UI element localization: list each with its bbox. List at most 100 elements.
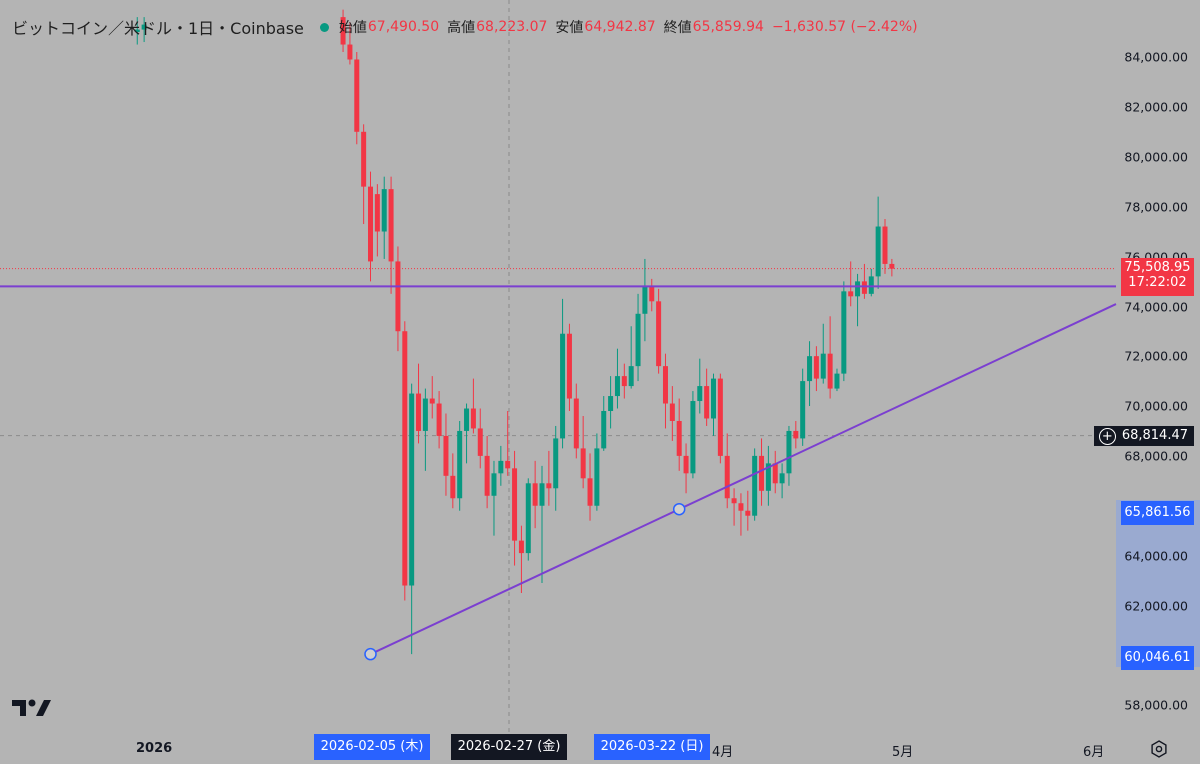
range-high-tag: 65,861.56	[1121, 501, 1194, 525]
candle-body[interactable]	[553, 438, 559, 489]
candle-body[interactable]	[477, 428, 483, 456]
candle-body[interactable]	[628, 366, 634, 387]
close-label: 終値	[663, 20, 692, 36]
candle-body[interactable]	[875, 226, 881, 277]
candle-body[interactable]	[834, 373, 840, 389]
trend-line[interactable]	[370, 303, 1117, 656]
candle-body[interactable]	[697, 386, 703, 402]
crosshair-price-tag: + 68,814.47	[1094, 426, 1194, 446]
candle-body[interactable]	[546, 483, 552, 489]
candle-body[interactable]	[340, 17, 346, 45]
candle-body[interactable]	[683, 455, 689, 474]
candle-body[interactable]	[450, 475, 456, 499]
candle-body[interactable]	[841, 291, 847, 374]
candle-body[interactable]	[772, 463, 778, 484]
candle-body[interactable]	[368, 186, 373, 262]
candle-body[interactable]	[765, 463, 771, 491]
range-low-tag: 60,046.61	[1121, 646, 1194, 670]
candle-body[interactable]	[779, 473, 785, 484]
trend-line-anchor-start[interactable]	[364, 647, 377, 661]
candle-body[interactable]	[464, 408, 470, 431]
candle-body[interactable]	[429, 398, 435, 404]
candle-body[interactable]	[848, 291, 854, 297]
candle-body[interactable]	[786, 430, 792, 474]
candle-body[interactable]	[374, 194, 380, 232]
candle-body[interactable]	[793, 430, 799, 439]
time-axis[interactable]: 2026 4月 5月 6月	[0, 734, 1200, 764]
candle-body[interactable]	[361, 131, 367, 187]
candle-body[interactable]	[560, 333, 566, 439]
candle-body[interactable]	[635, 313, 641, 367]
candle-body[interactable]	[669, 403, 675, 421]
candle-body[interactable]	[649, 286, 655, 302]
candle-body[interactable]	[436, 403, 442, 436]
candle-body[interactable]	[395, 261, 401, 332]
plus-circle-icon[interactable]: +	[1098, 427, 1116, 445]
candle-body[interactable]	[752, 455, 758, 516]
trend-line-anchor-end[interactable]	[672, 502, 686, 516]
candle-body[interactable]	[388, 189, 394, 262]
candle-body[interactable]	[745, 510, 751, 516]
candle-body[interactable]	[807, 356, 813, 382]
candle-body[interactable]	[614, 376, 620, 397]
candle-body[interactable]	[690, 401, 696, 474]
candle-body[interactable]	[354, 59, 360, 132]
candle-body[interactable]	[889, 263, 895, 269]
candle-body[interactable]	[882, 226, 888, 264]
time-label-june: 6月	[1083, 745, 1105, 760]
candle-body[interactable]	[731, 498, 737, 504]
candle-body[interactable]	[676, 420, 682, 456]
candle-body[interactable]	[525, 483, 531, 554]
candle-body[interactable]	[443, 435, 449, 476]
candle-body[interactable]	[498, 460, 504, 474]
candle-body[interactable]	[587, 478, 593, 506]
candle-body[interactable]	[711, 378, 716, 419]
candle-body[interactable]	[484, 455, 490, 496]
tradingview-logo-icon[interactable]	[12, 698, 52, 718]
candle-body[interactable]	[532, 483, 538, 506]
candle-body[interactable]	[573, 398, 579, 449]
candle-body[interactable]	[827, 353, 833, 389]
candle-body[interactable]	[813, 356, 819, 379]
candle-body[interactable]	[642, 286, 648, 314]
candle-body[interactable]	[800, 381, 806, 439]
candle-body[interactable]	[505, 460, 511, 469]
candle-body[interactable]	[621, 376, 627, 387]
candle-body[interactable]	[656, 301, 662, 367]
candle-body[interactable]	[608, 396, 614, 412]
candle-body[interactable]	[381, 189, 387, 232]
candle-body[interactable]	[662, 366, 668, 404]
candle-body[interactable]	[861, 281, 867, 294]
candle-body[interactable]	[855, 281, 861, 297]
candle-body[interactable]	[347, 44, 353, 60]
candle-body[interactable]	[601, 411, 607, 449]
candle-body[interactable]	[724, 455, 730, 499]
candle-body[interactable]	[738, 503, 744, 511]
candle-body[interactable]	[868, 276, 874, 294]
candle-body[interactable]	[820, 353, 826, 379]
candle-body[interactable]	[409, 393, 415, 586]
candle-body[interactable]	[470, 408, 476, 429]
candle-body[interactable]	[594, 448, 600, 506]
candle-body[interactable]	[518, 540, 524, 554]
open-label: 始値	[338, 20, 367, 36]
candle-body[interactable]	[457, 430, 463, 499]
candle-body[interactable]	[580, 448, 586, 479]
candle-body[interactable]	[422, 398, 428, 431]
candle-body[interactable]	[491, 473, 497, 496]
candle-body[interactable]	[134, 29, 140, 33]
candle-body[interactable]	[416, 393, 422, 431]
candle-body[interactable]	[566, 333, 572, 399]
gear-icon[interactable]	[1150, 740, 1168, 758]
candle-body[interactable]	[512, 468, 518, 541]
selected-date-end: 2026-03-22 (日)	[594, 734, 710, 760]
candle-body[interactable]	[141, 24, 147, 30]
candle-body[interactable]	[759, 455, 765, 491]
time-label-may: 5月	[892, 745, 914, 760]
candle-body[interactable]	[717, 378, 723, 456]
candle-body[interactable]	[704, 386, 710, 419]
candle-body[interactable]	[539, 483, 545, 506]
symbol-title[interactable]: ビットコイン／米ドル・1日・Coinbase	[12, 19, 304, 38]
candle-body[interactable]	[402, 331, 408, 586]
